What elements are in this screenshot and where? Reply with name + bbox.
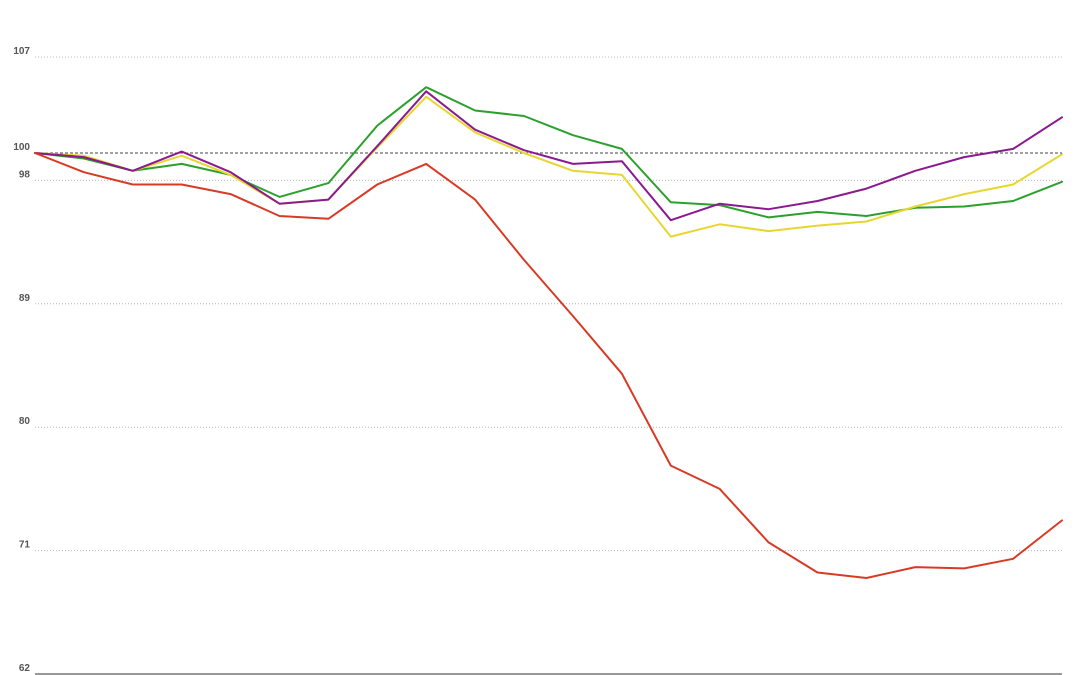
series-lines [34,86,1063,579]
series-line-2 [34,95,1063,238]
gridlines [35,56,1062,675]
y-tick-label-98: 98 [19,169,31,180]
y-tick-label-100: 100 [13,142,30,153]
y-tick-label-80: 80 [19,416,31,427]
y-tick-label-107: 107 [13,46,30,57]
series-line-3 [34,90,1063,222]
y-axis-tick-labels: 62 71 80 89 98 100 107 [13,46,30,674]
y-tick-label-62: 62 [19,663,31,674]
series-line-1 [34,86,1063,219]
y-tick-label-71: 71 [19,540,31,551]
y-tick-label-89: 89 [19,293,31,304]
series-line-4 [34,152,1063,579]
